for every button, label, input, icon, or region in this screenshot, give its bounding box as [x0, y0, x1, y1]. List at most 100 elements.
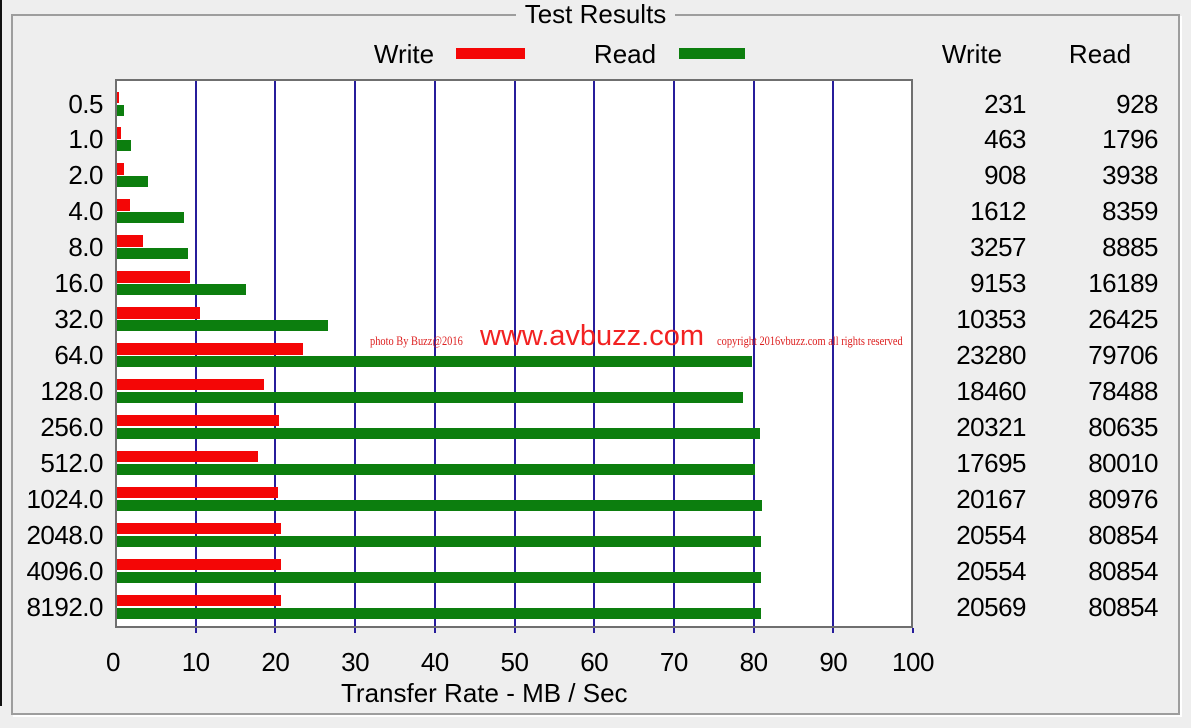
read-bar: [117, 391, 743, 403]
write-value: 1612: [970, 196, 1026, 227]
read-value: 80010: [1088, 447, 1158, 478]
read-value: 80976: [1088, 483, 1158, 514]
y-axis-label: 1.0: [68, 124, 103, 155]
legend-read-label: Read: [593, 39, 657, 69]
read-bar: [117, 212, 184, 224]
read-value: 8885: [1102, 232, 1158, 263]
x-axis-tick-label: 50: [500, 647, 529, 677]
write-bar: [117, 414, 279, 427]
write-value: 908: [984, 160, 1026, 191]
x-axis-tick-label: 30: [341, 647, 370, 677]
x-axis-tick-label: 20: [261, 647, 290, 677]
write-value: 20554: [956, 519, 1026, 550]
x-axis-tick-label: 70: [659, 647, 688, 677]
read-bar: [117, 140, 132, 152]
write-bar: [117, 343, 303, 355]
x-axis-tick-label: 60: [580, 647, 609, 677]
x-axis-tick: [513, 628, 516, 633]
watermark-photo-credit: photo By Buzz@2016: [370, 333, 463, 348]
gridline: [593, 81, 596, 626]
read-bar: [117, 320, 328, 332]
write-value: 3257: [970, 232, 1026, 263]
read-value: 80854: [1088, 519, 1158, 550]
watermark-site-url: www.avbuzz.com: [480, 320, 705, 352]
write-bar: [117, 307, 200, 319]
y-axis-label: 128.0: [40, 375, 103, 406]
y-axis-label: 0.5: [68, 88, 103, 119]
legend-write-label: Write: [373, 39, 435, 69]
read-value: 16189: [1088, 268, 1158, 299]
read-bar: [117, 463, 755, 475]
read-value: 80854: [1088, 591, 1158, 622]
write-bar: [117, 235, 143, 247]
gridline: [672, 81, 675, 626]
gridline: [354, 81, 357, 626]
y-axis-label: 2048.0: [26, 519, 103, 550]
x-axis-tick-label: 90: [819, 647, 848, 677]
write-bar: [117, 378, 265, 391]
write-bar: [117, 594, 281, 607]
write-bar: [117, 558, 281, 571]
read-value: 928: [1116, 88, 1158, 119]
y-axis-label: 2.0: [68, 160, 103, 191]
legend-write-swatch: [456, 48, 525, 59]
write-value: 463: [984, 124, 1026, 155]
legend-read-swatch: [679, 48, 745, 59]
write-value: 20321: [956, 411, 1026, 442]
read-bar: [117, 535, 762, 547]
y-axis-label: 8192.0: [26, 591, 103, 622]
y-axis-label: 4096.0: [26, 555, 103, 586]
read-value: 1796: [1102, 124, 1158, 155]
x-axis-tick: [752, 628, 755, 633]
read-bar: [117, 248, 188, 260]
gridline: [832, 81, 835, 626]
x-axis-tick: [672, 628, 675, 633]
write-value: 20554: [956, 555, 1026, 586]
write-value: 20167: [956, 483, 1026, 514]
write-bar: [117, 486, 278, 499]
write-column-header: Write: [941, 39, 1003, 69]
x-axis-tick-label: 0: [106, 647, 120, 677]
read-bar: [117, 571, 762, 583]
y-axis-label: 4.0: [68, 196, 103, 227]
read-bar: [117, 427, 760, 439]
read-value: 26425: [1088, 304, 1158, 335]
read-bar: [117, 176, 149, 188]
write-bar: [117, 271, 190, 283]
write-value: 17695: [956, 447, 1026, 478]
y-axis-label: 64.0: [54, 340, 103, 370]
x-axis-tick: [832, 628, 835, 633]
window-left-edge: [0, 0, 2, 706]
read-value: 8359: [1102, 196, 1158, 227]
x-axis-tick: [354, 628, 357, 633]
x-axis-tick-label: 10: [181, 647, 210, 677]
x-axis-tick: [194, 628, 197, 633]
read-column-header: Read: [1068, 39, 1132, 69]
read-value: 80854: [1088, 555, 1158, 586]
write-value: 231: [984, 88, 1026, 119]
read-value: 78488: [1088, 375, 1158, 406]
chart-plot-area: [115, 79, 913, 628]
read-value: 80635: [1088, 411, 1158, 442]
x-axis-title: Transfer Rate - MB / Sec: [341, 678, 628, 708]
gridline: [513, 81, 516, 626]
x-axis-tick-label: 40: [420, 647, 449, 677]
read-value: 79706: [1088, 340, 1158, 370]
y-axis-label: 16.0: [54, 268, 103, 299]
y-axis-label: 256.0: [40, 411, 103, 442]
y-axis-label: 32.0: [54, 304, 103, 335]
read-value: 3938: [1102, 160, 1158, 191]
x-axis-tick: [593, 628, 596, 633]
write-value: 23280: [956, 340, 1026, 370]
write-bar: [117, 522, 281, 535]
write-bar: [117, 127, 121, 139]
y-axis-label: 1024.0: [26, 483, 103, 514]
write-value: 9153: [970, 268, 1026, 299]
write-bar: [117, 163, 125, 175]
y-axis-label: 512.0: [40, 447, 103, 478]
x-axis-tick: [912, 628, 914, 633]
x-axis-tick: [433, 628, 436, 633]
x-axis-tick: [274, 628, 277, 633]
write-bar: [117, 199, 130, 211]
